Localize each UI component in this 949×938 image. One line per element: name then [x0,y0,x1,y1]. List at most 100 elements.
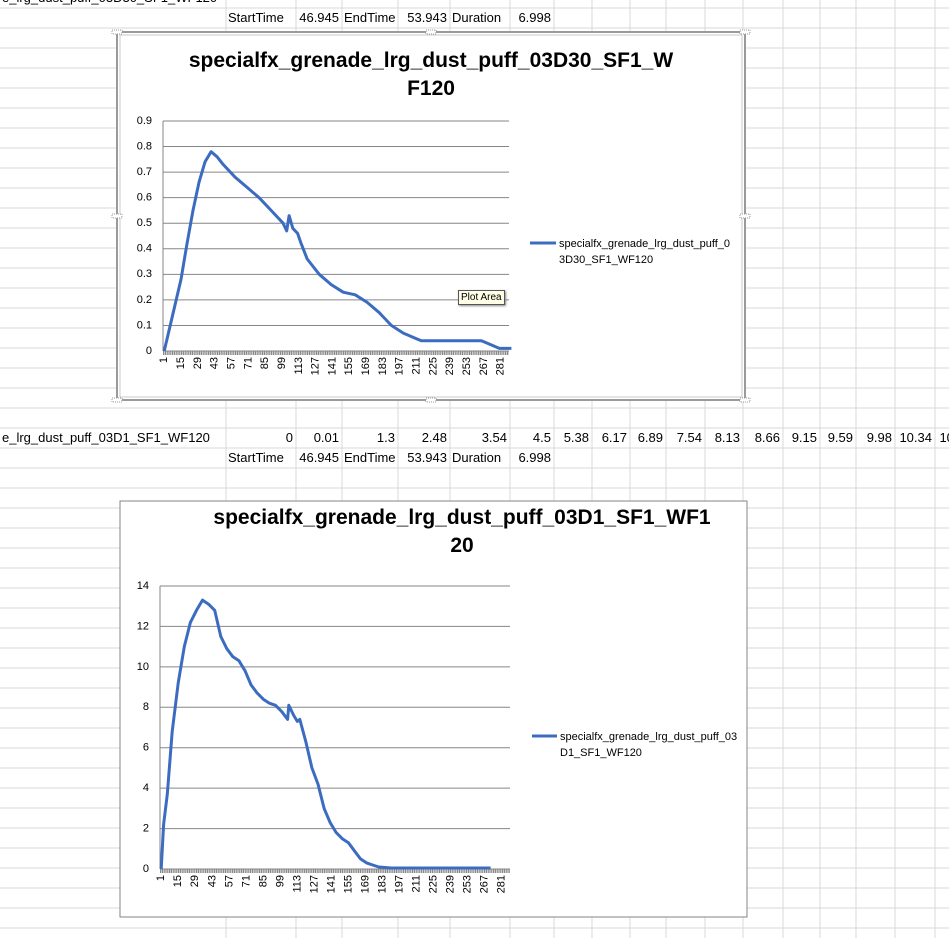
resize-handle [739,397,751,403]
cell: 5.38 [563,430,589,445]
resize-handle [425,397,437,403]
cell: EndTime [344,10,396,25]
legend-label: specialfx_grenade_lrg_dust_puff_03D1_SF1… [560,731,738,759]
x-tick-label: 197 [393,875,405,893]
x-tick-label: 155 [343,357,355,375]
cell: 6.998 [518,450,551,465]
cell: StartTime [228,10,284,25]
x-tick-label: 141 [325,875,337,893]
resize-handle [739,213,751,219]
x-tick-label: 239 [444,357,456,375]
cell: 53.943 [407,10,447,25]
data-line [159,598,491,870]
resize-handle [111,397,123,403]
x-tick-label: 71 [242,357,254,369]
x-tick-label: 169 [359,875,371,893]
x-tick-label: 127 [308,875,320,893]
cell: Duration [452,450,502,465]
cell: e_lrg_dust_puff_03D1_SF1_WF120 [2,430,210,445]
x-tick-label: 1 [158,357,170,363]
x-tick-label: 99 [276,357,288,369]
x-tick-label: 43 [209,357,221,369]
cell: 10.67 [939,430,949,445]
resize-handle [111,29,123,35]
x-tick-label: 85 [257,875,269,887]
cell: 46.945 [299,10,339,25]
y-tick-label: 12 [137,620,149,632]
x-tick-label: 267 [478,875,490,893]
x-tick-label: 71 [240,875,252,887]
y-tick-label: 0.4 [137,243,152,255]
x-tick-label: 155 [342,875,354,893]
x-tick-label: 85 [259,357,271,369]
tooltip: Plot Area [458,290,505,305]
cell: 53.943 [407,450,447,465]
resize-handle [111,213,123,219]
x-tick-label: 113 [293,357,305,375]
cell: 8.66 [754,430,780,445]
x-tick-label: 57 [223,875,235,887]
y-tick-label: 0.9 [137,115,152,127]
resize-handle [739,29,751,35]
y-tick-label: 0.5 [137,217,152,229]
data-line [162,150,512,352]
x-tick-label: 253 [461,357,473,375]
x-tick-label: 43 [206,875,218,887]
cell: 0 [285,430,293,445]
x-tick-label: 267 [478,357,490,375]
chart-area [119,500,748,918]
cell: 1.3 [376,430,395,445]
x-tick-label: 99 [274,875,286,887]
x-tick-label: 141 [326,357,338,375]
y-tick-label: 10 [137,661,149,673]
y-tick-label: 0.8 [137,140,152,152]
y-tick-label: 2 [143,822,149,834]
cell: 8.13 [714,430,740,445]
x-tick-label: 225 [427,875,439,893]
x-tick-label: 57 [225,357,237,369]
x-tick-label: 281 [495,875,507,893]
x-tick-label: 183 [376,875,388,893]
y-tick-label: 0.2 [137,294,152,306]
y-tick-label: 0.3 [137,268,152,280]
y-tick-label: 0 [143,863,149,875]
cell: 2.48 [421,430,447,445]
y-tick-label: 8 [143,701,149,713]
cell: 9.59 [827,430,853,445]
cell: 9.98 [866,430,892,445]
x-tick-label: 211 [410,357,422,375]
chart-area [116,31,746,401]
x-tick-label: 281 [495,357,507,375]
legend-label: specialfx_grenade_lrg_dust_puff_03D30_SF… [559,238,731,266]
x-tick-label: 183 [377,357,389,375]
cell: 6.17 [601,430,627,445]
y-tick-label: 0.6 [137,192,152,204]
y-tick-label: 14 [137,580,149,592]
cell: 9.15 [791,430,817,445]
x-tick-label: 127 [310,357,322,375]
x-tick-label: 29 [189,875,201,887]
cell: 4.5 [532,430,551,445]
resize-handle [425,29,437,35]
y-tick-label: 6 [143,742,149,754]
cell: e_lrg_dust_puff_03D30_SF1_WF120 [0,0,226,8]
x-tick-label: 253 [461,875,473,893]
cell: 7.54 [676,430,702,445]
x-tick-label: 211 [410,875,422,893]
cell: StartTime [228,450,284,465]
x-tick-label: 197 [394,357,406,375]
x-tick-label: 15 [172,875,184,887]
x-tick-label: 239 [444,875,456,893]
x-tick-label: 225 [427,357,439,375]
x-tick-label: 169 [360,357,372,375]
x-tick-label: 29 [192,357,204,369]
cell: 6.89 [637,430,663,445]
cell: 3.54 [481,430,507,445]
y-tick-label: 0.1 [137,319,152,331]
cell: 10.34 [899,430,932,445]
cell: EndTime [344,450,396,465]
y-tick-label: 0.7 [137,166,152,178]
cell: Duration [452,10,502,25]
chart-title: specialfx_grenade_lrg_dust_puff_03D30_SF… [188,49,674,100]
